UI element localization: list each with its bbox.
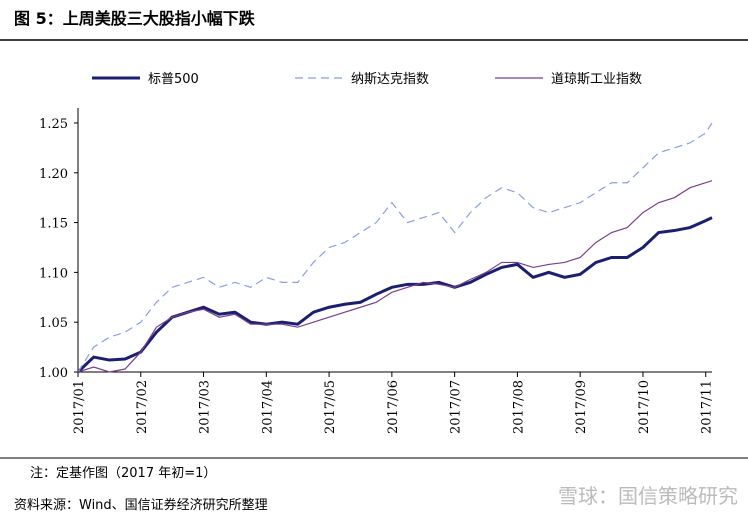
x-tick-label: 2017/08 [511, 380, 526, 434]
y-tick-label: 1.20 [39, 167, 68, 182]
series-line [76, 216, 713, 374]
x-tick-label: 2017/06 [386, 380, 401, 434]
legend-label: 道琼斯工业指数 [551, 72, 642, 87]
x-tick-label: 2017/05 [323, 380, 338, 434]
x-tick-label: 2017/04 [260, 380, 275, 434]
x-tick-label: 2017/11 [700, 380, 715, 434]
series-line [77, 122, 713, 373]
legend-label: 标普500 [148, 72, 199, 87]
y-tick-label: 1.05 [39, 316, 68, 331]
x-tick-label: 2017/02 [135, 380, 150, 434]
y-tick-label: 1.25 [39, 117, 68, 132]
x-tick-label: 2017/03 [198, 380, 213, 434]
chart-title: 图 5：上周美股三大股指小幅下跌 [14, 9, 256, 28]
x-tick-label: 2017/09 [574, 380, 589, 434]
x-tick-label: 2017/07 [449, 380, 464, 434]
x-tick-label: 2017/01 [72, 380, 87, 434]
watermark: 雪球：国信策略研究 [558, 484, 738, 508]
y-tick-label: 1.15 [39, 217, 68, 232]
series-line [77, 180, 713, 373]
legend-label: 纳斯达克指数 [351, 72, 429, 87]
y-tick-label: 1.00 [39, 366, 68, 381]
y-tick-label: 1.10 [39, 266, 68, 281]
source: 资料来源：Wind、国信证券经济研究所整理 [14, 497, 268, 513]
note: 注：定基作图（2017 年初=1） [30, 466, 216, 481]
x-tick-label: 2017/10 [637, 380, 652, 434]
